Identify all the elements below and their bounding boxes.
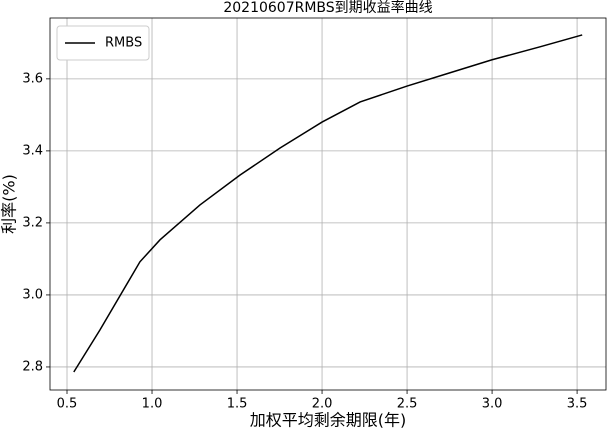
y-tick-label: 3.0 [22,287,43,302]
data-line [73,34,583,373]
y-tick-label: 3.2 [22,215,43,230]
legend-box [56,25,150,61]
x-tick-label: 3.0 [482,397,503,412]
chart-title: 20210607RMBS到期收益率曲线 [223,0,432,16]
legend-label: RMBS [105,36,142,51]
plot-frame [49,17,607,391]
y-tick-label: 3.4 [22,143,43,158]
y-tick-label: 2.8 [22,359,43,374]
x-tick-label: 3.5 [567,397,588,412]
x-tick-label: 1.5 [227,397,248,412]
x-tick-label: 0.5 [57,397,78,412]
y-axis-label: 利率(%) [0,174,19,234]
y-tick-label: 3.6 [22,71,43,86]
x-tick-label: 2.0 [312,397,333,412]
x-axis-label: 加权平均剩余期限(年) [250,411,407,430]
x-tick-label: 1.0 [142,397,163,412]
x-tick-label: 2.5 [397,397,418,412]
